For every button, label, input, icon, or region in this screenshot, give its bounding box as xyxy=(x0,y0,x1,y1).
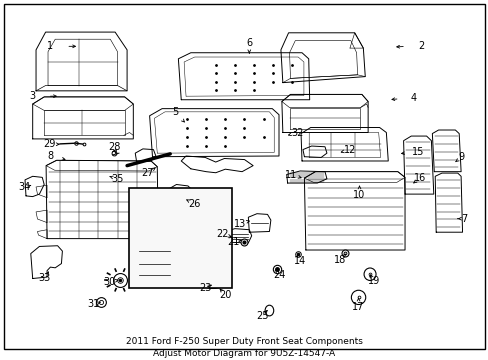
Text: 9: 9 xyxy=(457,152,463,162)
Text: 20: 20 xyxy=(219,290,231,300)
Text: 34: 34 xyxy=(18,183,30,192)
Text: 8: 8 xyxy=(47,151,53,161)
Text: 19: 19 xyxy=(367,276,379,286)
Text: 13: 13 xyxy=(233,219,245,229)
Text: 14: 14 xyxy=(293,256,305,266)
Text: 32: 32 xyxy=(290,127,303,138)
Text: 21: 21 xyxy=(227,237,239,247)
Text: 23: 23 xyxy=(199,283,211,293)
Text: 7: 7 xyxy=(460,214,466,224)
Text: 6: 6 xyxy=(246,38,252,48)
Text: 1: 1 xyxy=(47,41,53,51)
Text: 10: 10 xyxy=(353,190,365,200)
Text: 3: 3 xyxy=(30,91,36,101)
Text: 5: 5 xyxy=(172,107,178,117)
Text: 22: 22 xyxy=(216,229,228,239)
Text: 4: 4 xyxy=(410,93,416,103)
Text: 28: 28 xyxy=(108,142,120,152)
Text: 29: 29 xyxy=(43,139,55,149)
Text: 2: 2 xyxy=(418,41,424,51)
Text: 12: 12 xyxy=(343,145,355,154)
Text: 15: 15 xyxy=(411,147,423,157)
Text: 17: 17 xyxy=(352,302,364,312)
Text: 30: 30 xyxy=(103,277,115,287)
Text: 25: 25 xyxy=(256,311,268,321)
Text: 31: 31 xyxy=(87,300,100,310)
FancyBboxPatch shape xyxy=(128,188,231,288)
Text: 27: 27 xyxy=(141,168,154,178)
Text: 35: 35 xyxy=(111,174,123,184)
Text: 24: 24 xyxy=(272,270,285,280)
Text: 33: 33 xyxy=(38,274,50,283)
Text: 26: 26 xyxy=(187,199,200,209)
Text: 11: 11 xyxy=(285,170,297,180)
Text: 18: 18 xyxy=(333,255,346,265)
Text: 16: 16 xyxy=(413,173,425,183)
Text: 2011 Ford F-250 Super Duty Front Seat Components
Adjust Motor Diagram for 9U5Z-1: 2011 Ford F-250 Super Duty Front Seat Co… xyxy=(126,337,362,358)
